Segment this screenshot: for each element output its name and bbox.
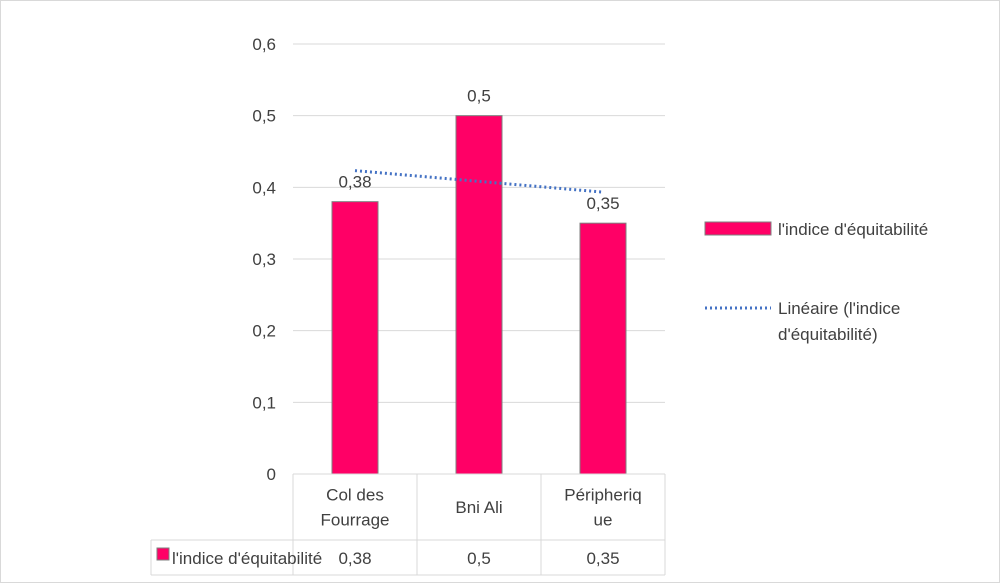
data-label: 0,5 [467,87,491,106]
legend-bar-label: l'indice d'équitabilité [778,220,928,239]
table-series-label: l'indice d'équitabilité [172,549,322,568]
y-tick-label: 0 [267,465,276,484]
legend-trendline-label: d'équitabilité) [778,325,878,344]
x-category-label: Péripheriq [564,486,642,505]
data-label: 0,35 [586,194,619,213]
y-tick-label: 0,5 [252,107,276,126]
bar [579,222,627,475]
table-value: 0,5 [467,549,491,568]
legend-trendline-label: Linéaire (l'indice [778,299,900,318]
y-tick-label: 0,3 [252,250,276,269]
table-legend-key [156,547,170,561]
y-tick-label: 0,2 [252,322,276,341]
table-value: 0,38 [338,549,371,568]
bar [455,115,503,475]
x-category-label: Fourrage [321,511,390,530]
x-category-label: Col des [326,486,384,505]
table-value: 0,35 [586,549,619,568]
y-tick-label: 0,4 [252,178,276,197]
trendline [354,169,604,194]
x-category-label: ue [594,511,613,530]
y-tick-label: 0,1 [252,393,276,412]
x-category-label: Bni Ali [455,498,502,517]
bar [331,201,379,475]
y-tick-label: 0,6 [252,35,276,54]
legend-bar-swatch [704,221,772,236]
data-label: 0,38 [338,173,371,192]
